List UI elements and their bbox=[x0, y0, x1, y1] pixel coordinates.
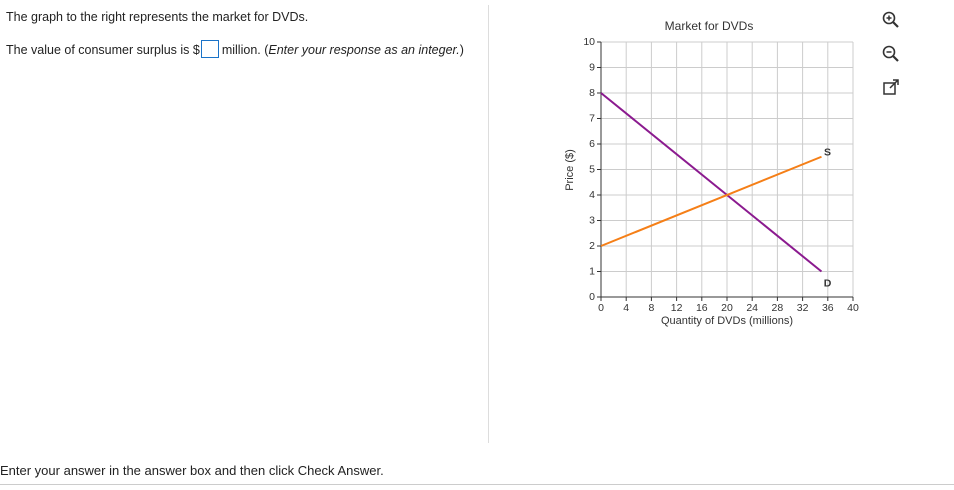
y-tick-label: 2 bbox=[589, 240, 595, 252]
chart-title: Market for DVDs bbox=[665, 19, 754, 33]
instruction: Enter your response as an integer. bbox=[268, 43, 460, 57]
y-tick-label: 4 bbox=[589, 189, 595, 201]
x-tick-label: 32 bbox=[797, 302, 809, 314]
zoom-in[interactable] bbox=[881, 10, 901, 30]
y-tick-label: 0 bbox=[589, 291, 595, 303]
intro: The graph to the right represents the ma… bbox=[6, 10, 309, 24]
x-tick-label: 12 bbox=[671, 302, 683, 314]
prompt: The value of consumer surplus is $ millio… bbox=[6, 40, 476, 60]
footer-line bbox=[0, 484, 954, 485]
x-tick-label: 8 bbox=[648, 302, 654, 314]
y-axis-label: Price ($) bbox=[564, 149, 576, 191]
series-line bbox=[600, 92, 823, 273]
x-tick-label: 40 bbox=[847, 302, 859, 314]
y-tick-label: 10 bbox=[583, 36, 595, 48]
series-label: S bbox=[824, 147, 831, 159]
x-tick-label: 16 bbox=[696, 302, 708, 314]
x-tick-label: 36 bbox=[822, 302, 834, 314]
divider bbox=[488, 5, 489, 443]
x-tick-label: 0 bbox=[598, 302, 604, 314]
series-line bbox=[600, 155, 822, 247]
footer: Enter your answer in the answer box and … bbox=[0, 463, 384, 478]
x-tick-label: 4 bbox=[623, 302, 629, 314]
close-paren: ) bbox=[459, 43, 464, 57]
zoom-out[interactable] bbox=[881, 44, 901, 64]
x-axis-label: Quantity of DVDs (millions) bbox=[661, 315, 793, 327]
series-label: D bbox=[824, 277, 832, 289]
x-tick-label: 20 bbox=[721, 302, 733, 314]
chart: Market for DVDs Quantity of DVDs (millio… bbox=[564, 19, 859, 327]
prompt-after: million. ( bbox=[221, 43, 269, 57]
y-tick-label: 3 bbox=[589, 214, 595, 226]
prompt-before: The value of consumer surplus is $ bbox=[6, 43, 200, 57]
answer-box[interactable] bbox=[200, 40, 219, 58]
open-external[interactable] bbox=[881, 78, 901, 98]
x-tick-label: 28 bbox=[772, 302, 784, 314]
y-tick-label: 7 bbox=[589, 112, 595, 124]
y-tick-label: 6 bbox=[589, 138, 595, 150]
y-tick-label: 8 bbox=[589, 87, 595, 99]
y-tick-label: 5 bbox=[589, 163, 595, 175]
y-tick-label: 1 bbox=[589, 265, 595, 277]
x-tick-label: 24 bbox=[746, 302, 758, 314]
y-tick-label: 9 bbox=[589, 61, 595, 73]
